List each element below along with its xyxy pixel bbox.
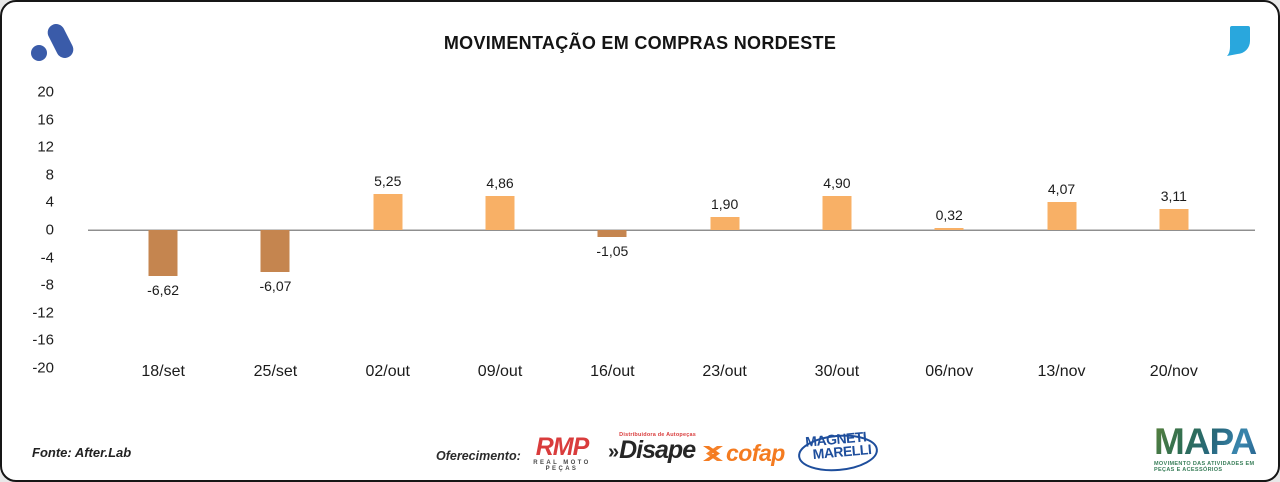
- y-tick-label: -8: [40, 276, 54, 294]
- magneti-ellipse-icon: [798, 434, 878, 472]
- bar-slot: -6,62 18/set: [107, 92, 219, 388]
- x-tick-label: 16/out: [590, 363, 635, 380]
- logo-dot-shape: [31, 45, 47, 61]
- y-tick-label: 4: [45, 193, 54, 211]
- sponsor-label: Oferecimento:: [436, 449, 521, 463]
- x-tick-label: 13/nov: [1037, 363, 1086, 380]
- x-tick-label: 23/out: [702, 363, 747, 380]
- bar-slot: 3,11 20/nov: [1118, 92, 1230, 388]
- bar: [373, 193, 403, 230]
- y-tick-label: 0: [45, 221, 54, 239]
- bar: [597, 230, 627, 238]
- bar: [260, 230, 290, 272]
- source-note: Fonte: After.Lab: [32, 445, 132, 460]
- bar-slot: 4,07 13/nov: [1005, 92, 1117, 388]
- y-tick-label: -4: [40, 249, 54, 267]
- cofap-logo: cofap: [702, 440, 785, 466]
- y-tick-label: 16: [37, 111, 54, 129]
- y-axis: 20 16 12 8 4 0 -4 -8 -12 -16 -20: [16, 84, 54, 388]
- bars-container: -6,62 18/set -6,07 25/set 5,25 02/out 4,86 09/o…: [107, 92, 1230, 388]
- bar-slot: 1,90 23/out: [668, 92, 780, 388]
- bar: [710, 216, 740, 230]
- bar-slot: 0,32 06/nov: [893, 92, 1005, 388]
- disape-logo-text: »Disape: [608, 438, 698, 465]
- bar-value-label: 5,25: [374, 172, 402, 189]
- disape-logo: Distribuidora de Autopeças »Disape: [608, 432, 698, 465]
- cofap-x-icon: [703, 445, 723, 461]
- x-tick-label: 20/nov: [1149, 363, 1198, 380]
- page-title: MOVIMENTAÇÃO EM COMPRAS NORDESTE: [443, 33, 837, 53]
- bar-value-label: -6,62: [147, 281, 180, 298]
- bar-value-label: 4,07: [1047, 180, 1076, 197]
- x-tick-label: 25/set: [253, 363, 298, 380]
- y-tick-label: -16: [32, 331, 54, 349]
- bar: [148, 230, 178, 276]
- disape-logo-subtitle: Distribuidora de Autopeças: [619, 432, 696, 438]
- disape-chevrons-icon: »: [608, 441, 619, 463]
- bar: [934, 227, 964, 230]
- magneti-marelli-logo: MAGNETI MARELLI: [797, 428, 878, 476]
- bar-value-label: 4,86: [486, 175, 514, 192]
- rmp-logo-subtitle: REAL MOTO PEÇAS: [533, 460, 591, 472]
- y-tick-label: 12: [37, 138, 54, 156]
- bar-value-label: 1,90: [711, 195, 739, 212]
- x-tick-label: 09/out: [477, 363, 523, 380]
- bar-value-label: -1,05: [596, 243, 629, 260]
- bar-slot: -1,05 16/out: [556, 92, 668, 388]
- bar: [1047, 201, 1077, 230]
- bar: [822, 196, 852, 230]
- afterlab-logo-icon: [24, 20, 84, 66]
- plot-area: -6,62 18/set -6,07 25/set 5,25 02/out 4,86 09/o…: [88, 92, 1255, 388]
- mapa-logo-tagline: MOVIMENTO DAS ATIVIDADES EM PEÇAS E ACES…: [1154, 461, 1255, 473]
- bar-value-label: -6,07: [259, 277, 292, 294]
- y-tick-label: -20: [32, 359, 54, 377]
- zero-line: [88, 229, 1255, 231]
- y-tick-label: 8: [45, 166, 54, 184]
- rmp-logo-text: RMP: [535, 433, 590, 461]
- bar: [1159, 208, 1189, 230]
- x-tick-label: 02/out: [365, 363, 410, 380]
- quote-icon: [1227, 26, 1250, 56]
- y-tick-label: -12: [32, 304, 54, 322]
- x-tick-label: 30/out: [814, 363, 860, 380]
- x-tick-label: 18/set: [141, 363, 185, 380]
- bar-value-label: 0,32: [935, 206, 963, 223]
- bar-value-label: 4,90: [823, 175, 851, 192]
- bar-slot: 4,86 09/out: [444, 92, 556, 388]
- mapa-logo-text: MAPA: [1154, 423, 1270, 460]
- mapa-logo: MAPA MOVIMENTO DAS ATIVIDADES EM PEÇAS E…: [1154, 423, 1270, 473]
- bar-value-label: 3,11: [1160, 187, 1187, 204]
- x-tick-label: 06/nov: [925, 363, 974, 380]
- cofap-logo-text: cofap: [726, 440, 785, 466]
- bar-slot: 4,90 30/out: [781, 92, 893, 388]
- y-tick-label: 20: [37, 83, 54, 101]
- bar: [485, 196, 515, 230]
- bar-slot: 5,25 02/out: [332, 92, 444, 388]
- rmp-logo: RMP REAL MOTO PEÇAS: [517, 433, 607, 473]
- bar-slot: -6,07 25/set: [219, 92, 331, 388]
- disape-wordmark: Disape: [619, 436, 696, 464]
